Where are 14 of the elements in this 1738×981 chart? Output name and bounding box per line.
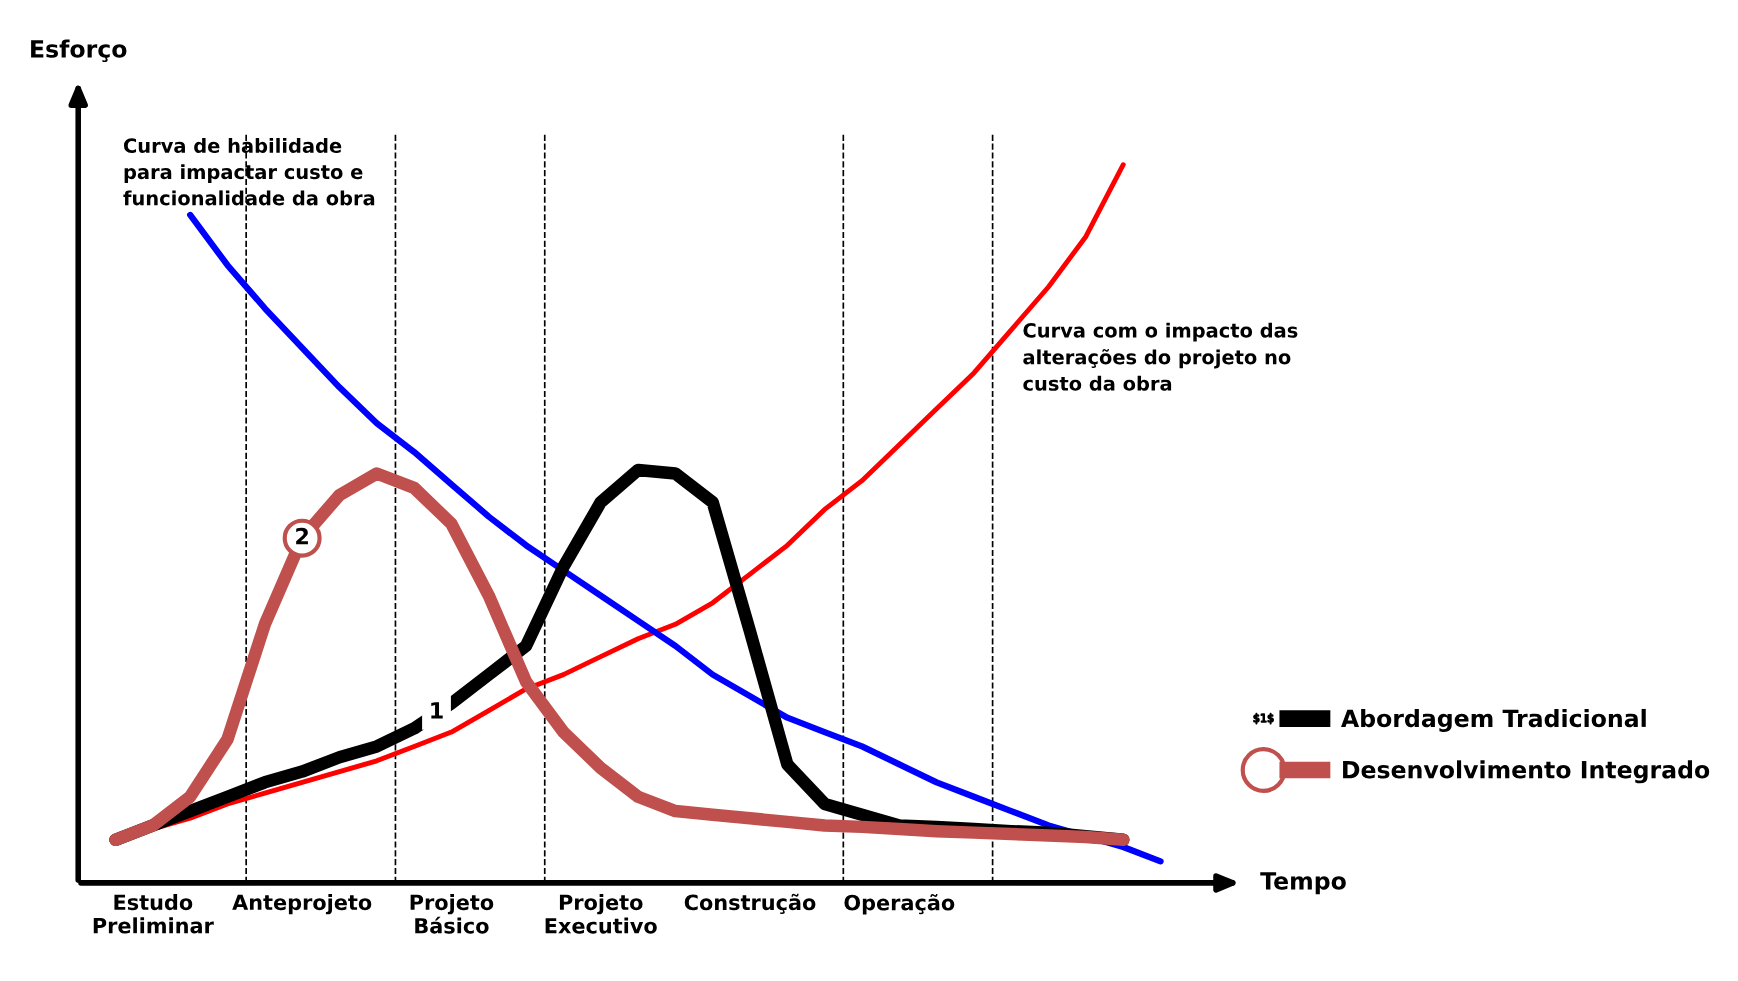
x-tick-label: Projeto Executivo [545, 894, 657, 934]
annotation: 1 [431, 702, 443, 719]
x-tick-label: Anteprojeto [232, 894, 372, 915]
text: Curva de habilidade para impactar custo e funcionalidade da obra [123, 137, 375, 206]
x-tick-label: Operação [844, 894, 955, 915]
x-tick-label: Projeto Básico [410, 894, 494, 934]
x-tick-label: Construção [684, 893, 816, 915]
legend-label: Abordagem Tradicional [1341, 708, 1646, 732]
y-axis-title: Esforço [31, 39, 127, 63]
x-tick-label: Estudo Preliminar [93, 894, 214, 934]
series-label: Curva com o impacto das alterações do projeto no custo da obra [1023, 322, 1298, 391]
legend-label: Desenvolvimento Integrado [1343, 760, 1710, 784]
x-axis-title: Tempo [1260, 872, 1346, 895]
annotation: 2 [296, 527, 308, 545]
